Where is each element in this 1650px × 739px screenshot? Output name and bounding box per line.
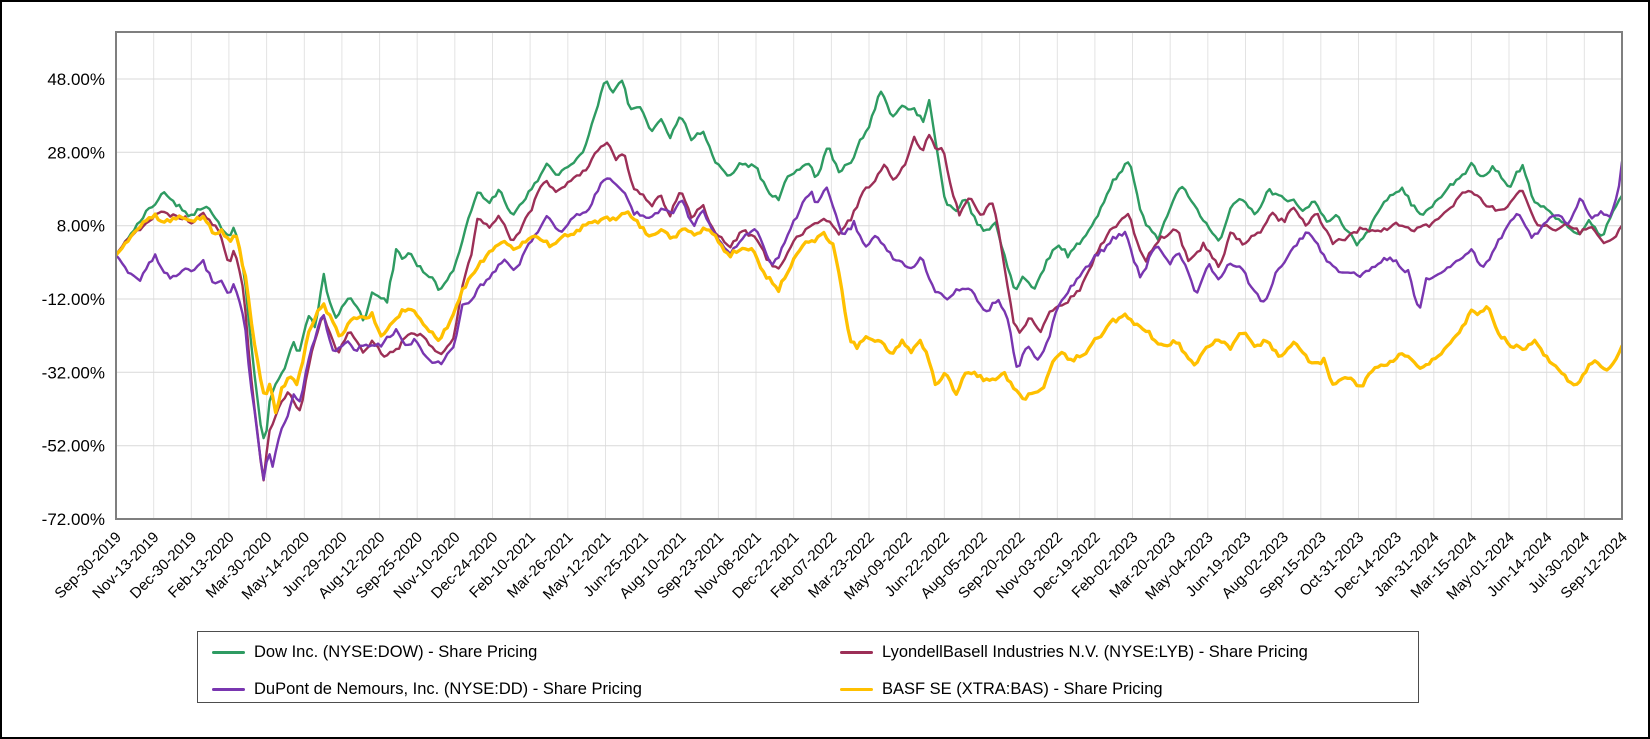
legend-box <box>197 631 1419 703</box>
y-axis-tick-label: -12.00% <box>42 290 105 309</box>
legend-item-lyondellbasell: LyondellBasell Industries N.V. (NYSE:LYB… <box>840 643 1308 662</box>
y-axis-tick-label: 8.00% <box>57 217 105 236</box>
legend-item-dupont: DuPont de Nemours, Inc. (NYSE:DD) - Shar… <box>212 680 642 699</box>
legend-item-dow: Dow Inc. (NYSE:DOW) - Share Pricing <box>212 643 537 662</box>
basf-line-swatch-icon <box>840 687 873 692</box>
dupont-line-swatch-icon <box>212 687 245 692</box>
y-axis-tick-label: 48.00% <box>47 70 105 89</box>
series-line-2 <box>116 160 1622 481</box>
plot-border <box>115 31 1623 520</box>
lyb-line-swatch-icon <box>840 650 873 655</box>
series-line-3 <box>116 210 1622 415</box>
legend-label-lyondellbasell: LyondellBasell Industries N.V. (NYSE:LYB… <box>882 643 1308 661</box>
y-axis-tick-label: -32.00% <box>42 363 105 382</box>
y-axis-tick-label: -72.00% <box>42 510 105 529</box>
dow-line-swatch-icon <box>212 650 245 655</box>
y-axis-tick-label: 28.00% <box>47 143 105 162</box>
y-axis-tick-label: -52.00% <box>42 437 105 456</box>
series-line-1 <box>116 133 1622 482</box>
legend-label-basf: BASF SE (XTRA:BAS) - Share Pricing <box>882 680 1163 698</box>
series-line-0 <box>116 79 1622 440</box>
legend-label-dow: Dow Inc. (NYSE:DOW) - Share Pricing <box>254 643 538 661</box>
legend-label-dupont: DuPont de Nemours, Inc. (NYSE:DD) - Shar… <box>254 680 642 698</box>
legend-item-basf: BASF SE (XTRA:BAS) - Share Pricing <box>840 680 1163 699</box>
